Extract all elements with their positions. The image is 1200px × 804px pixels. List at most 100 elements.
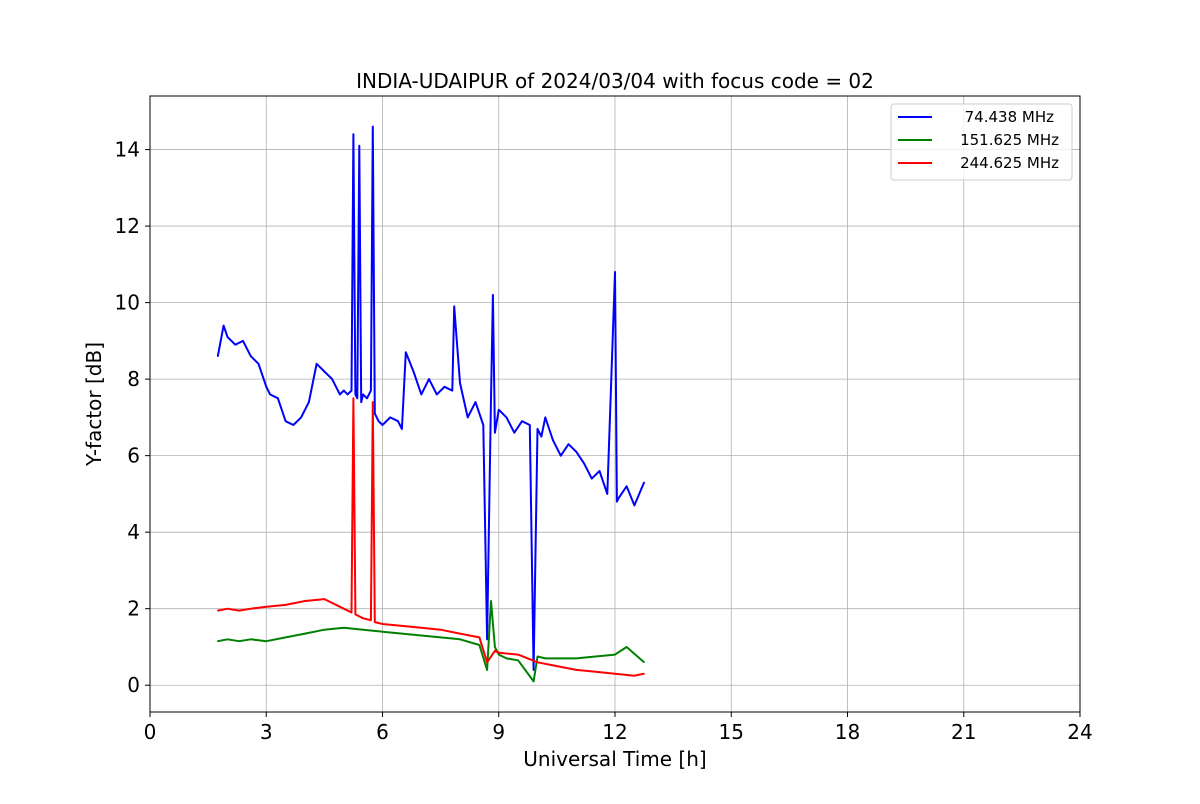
series-point-74-438-mhz	[358, 144, 361, 147]
series-point-151-625-mhz	[486, 669, 488, 671]
series-point-244-625-mhz	[614, 672, 616, 675]
y-tick-label: 14	[115, 138, 140, 162]
series-point-244-625-mhz	[370, 619, 372, 621]
x-axis-label: Universal Time [h]	[523, 747, 706, 771]
series-point-74-438-mhz	[412, 370, 415, 373]
series-point-74-438-mhz	[590, 477, 593, 480]
y-tick-label: 12	[115, 214, 140, 238]
series-point-74-438-mhz	[474, 401, 477, 403]
series-point-244-625-mhz	[478, 636, 481, 639]
series-point-74-438-mhz	[486, 638, 488, 641]
series-point-74-438-mhz	[354, 393, 357, 396]
series-point-244-625-mhz	[536, 661, 539, 664]
series-point-151-625-mhz	[490, 600, 492, 602]
series-point-244-625-mhz	[217, 609, 219, 612]
series-point-74-438-mhz	[540, 435, 543, 438]
series-point-151-625-mhz	[420, 634, 423, 637]
series-point-151-625-mhz	[544, 657, 547, 660]
series-point-74-438-mhz	[217, 355, 219, 357]
series-point-74-438-mhz	[356, 397, 359, 400]
x-tick-label: 3	[260, 720, 273, 744]
series-point-151-625-mhz	[217, 640, 219, 643]
series-point-244-625-mhz	[342, 607, 345, 610]
legend-label-151mhz: 151.625 MHz	[960, 131, 1059, 149]
series-point-74-438-mhz	[372, 125, 374, 128]
x-tick-label: 6	[376, 720, 389, 744]
series-point-151-625-mhz	[238, 640, 240, 643]
series-point-74-438-mhz	[435, 393, 438, 396]
series-point-74-438-mhz	[315, 363, 318, 365]
x-tick-label: 0	[144, 720, 157, 744]
series-point-74-438-mhz	[513, 431, 516, 434]
series-point-244-625-mhz	[517, 653, 519, 656]
series-point-74-438-mhz	[242, 340, 244, 342]
series-point-74-438-mhz	[544, 416, 547, 419]
series-point-74-438-mhz	[598, 470, 601, 472]
series-point-244-625-mhz	[249, 607, 252, 610]
series-point-74-438-mhz	[443, 385, 446, 388]
series-point-151-625-mhz	[497, 653, 500, 656]
y-tick-label: 6	[127, 444, 140, 468]
series-point-151-625-mhz	[494, 646, 496, 648]
series-point-151-625-mhz	[532, 680, 535, 683]
series-point-74-438-mhz	[397, 420, 399, 423]
x-tick-label: 15	[719, 720, 744, 744]
x-tick-label: 9	[492, 720, 505, 744]
series-point-74-438-mhz	[373, 412, 376, 415]
series-point-74-438-mhz	[633, 504, 636, 507]
series-point-151-625-mhz	[594, 655, 597, 658]
series-point-74-438-mhz	[497, 408, 500, 411]
series-point-74-438-mhz	[453, 305, 455, 308]
series-point-74-438-mhz	[381, 424, 384, 426]
series-point-244-625-mhz	[575, 669, 578, 671]
legend-label-74mhz: 74.438 MHz	[965, 108, 1054, 126]
series-point-74-438-mhz	[466, 416, 469, 419]
series-point-151-625-mhz	[323, 628, 326, 631]
chart-title: INDIA-UDAIPUR of 2024/03/04 with focus c…	[356, 69, 874, 93]
series-point-74-438-mhz	[284, 420, 287, 423]
series-point-151-625-mhz	[505, 657, 508, 660]
series-point-74-438-mhz	[618, 496, 620, 499]
series-point-74-438-mhz	[339, 393, 341, 396]
series-point-74-438-mhz	[459, 382, 461, 384]
series-point-74-438-mhz	[428, 378, 430, 380]
series-point-244-625-mhz	[373, 621, 376, 623]
legend: 74.438 MHz 151.625 MHz 244.625 MHz	[890, 103, 1073, 181]
x-tick-label: 24	[1067, 720, 1092, 744]
series-point-74-438-mhz	[377, 420, 380, 423]
series-point-244-625-mhz	[633, 674, 636, 677]
series-point-151-625-mhz	[556, 657, 558, 660]
series-point-74-438-mhz	[567, 443, 570, 445]
series-point-244-625-mhz	[238, 609, 240, 612]
series-point-74-438-mhz	[490, 397, 492, 400]
series-point-151-625-mhz	[614, 653, 616, 656]
series-point-74-438-mhz	[606, 493, 609, 495]
series-point-74-438-mhz	[292, 424, 295, 426]
y-tick-label: 4	[127, 520, 140, 544]
series-point-244-625-mhz	[486, 661, 488, 664]
series-point-74-438-mhz	[536, 428, 539, 430]
series-point-151-625-mhz	[536, 655, 539, 658]
series-point-74-438-mhz	[346, 393, 349, 396]
series-point-244-625-mhz	[643, 672, 645, 675]
series-point-74-438-mhz	[614, 271, 616, 273]
series-point-74-438-mhz	[420, 393, 423, 396]
legend-box	[890, 103, 1073, 181]
y-tick-label: 0	[127, 673, 140, 697]
series-point-74-438-mhz	[342, 389, 345, 392]
series-point-74-438-mhz	[532, 669, 535, 671]
series-point-74-438-mhz	[308, 401, 310, 403]
series-point-74-438-mhz	[277, 397, 279, 400]
series-point-74-438-mhz	[583, 462, 585, 465]
series-point-244-625-mhz	[362, 617, 364, 620]
series-point-74-438-mhz	[616, 500, 618, 503]
series-point-151-625-mhz	[439, 636, 442, 639]
series-point-244-625-mhz	[350, 611, 353, 614]
series-point-74-438-mhz	[494, 431, 496, 434]
legend-label-244mhz: 244.625 MHz	[960, 154, 1059, 172]
series-point-244-625-mhz	[265, 605, 268, 608]
y-axis-label: Y-factor [dB]	[82, 342, 106, 467]
